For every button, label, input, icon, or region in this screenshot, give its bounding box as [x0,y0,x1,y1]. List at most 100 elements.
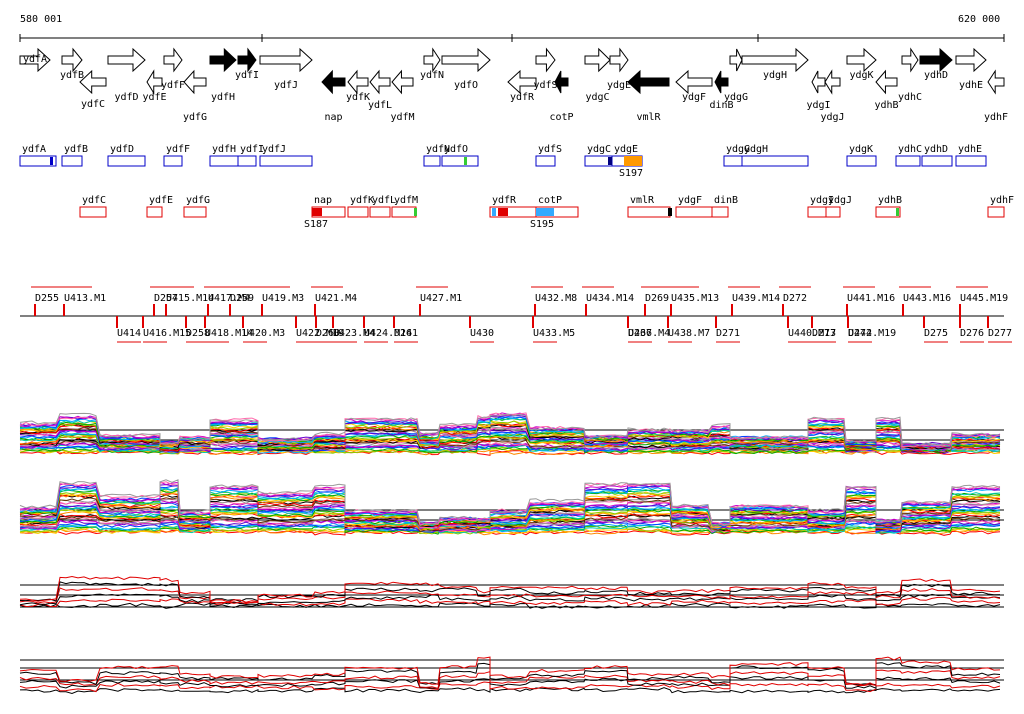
gene-arrow[interactable] [811,70,826,94]
gene-arrow[interactable] [79,69,107,95]
gene-box[interactable] [987,206,1005,218]
gene-box[interactable] [489,206,537,218]
gene-arrow[interactable] [675,69,713,95]
gene-arrow[interactable] [441,47,491,73]
gene-ydhC[interactable]: ydhC [898,47,922,103]
gene-box[interactable] [209,155,239,167]
gene-box-ydfJ[interactable]: ydfJ [259,144,313,167]
gene-box[interactable] [423,155,441,167]
gene-box-ydfK[interactable]: ydfK [347,195,374,218]
gene-box-ydfD[interactable]: ydfD [107,144,146,167]
gene-box-ydhF[interactable]: ydhF [987,195,1014,218]
gene-box-ydgH[interactable]: ydgH [741,144,809,167]
gene-box[interactable] [79,206,107,218]
gene-box-ydfH[interactable]: ydfH [209,144,239,167]
gene-arrow[interactable] [107,47,146,73]
gene-box[interactable] [584,155,613,167]
gene-box[interactable] [391,206,417,218]
gene-ydgJ[interactable]: ydgJ [821,69,845,123]
gene-ydhD[interactable]: ydhD [919,47,953,81]
gene-ydfO[interactable]: ydfO [441,47,491,91]
gene-box[interactable] [259,155,313,167]
gene-box[interactable] [741,155,809,167]
gene-box[interactable] [895,155,921,167]
gene-box-dinB[interactable]: dinB [711,195,738,218]
gene-box-ydfL[interactable]: ydfL [369,195,396,218]
gene-ydgE[interactable]: ydgE [607,47,631,91]
gene-ydfA[interactable]: ydfA [19,47,51,73]
gene-ydfC[interactable]: ydfC [79,69,107,110]
gene-arrow[interactable] [209,47,237,73]
gene-arrow[interactable] [146,69,163,95]
gene-box-ydhB[interactable]: ydhB [875,195,902,218]
gene-arrow[interactable] [19,47,51,73]
gene-box-vmlR[interactable]: vmlR [627,195,671,218]
gene-ydfL[interactable]: ydfL [368,69,392,111]
gene-ydfD[interactable]: ydfD [107,47,146,103]
gene-ydfE[interactable]: ydfE [143,69,167,103]
gene-arrow[interactable] [875,69,898,95]
gene-box[interactable] [807,206,827,218]
gene-box-ydhD[interactable]: ydhD [921,144,953,167]
gene-box-ydfA[interactable]: ydfA [19,144,57,167]
gene-box[interactable] [921,155,953,167]
gene-box[interactable] [875,206,901,218]
gene-ydgG[interactable]: ydgG [724,48,748,103]
gene-ydfK[interactable]: ydfK [346,69,370,103]
gene-arrow[interactable] [584,47,611,73]
gene-ydfM[interactable]: ydfM [391,69,415,123]
gene-ydfH[interactable]: ydfH [209,47,237,103]
gene-arrow[interactable] [369,69,391,95]
gene-arrow[interactable] [237,47,257,73]
gene-arrow[interactable] [183,69,207,95]
gene-arrow[interactable] [609,47,629,73]
gene-arrow[interactable] [423,47,441,73]
gene-box-ydgF[interactable]: ydgF [675,195,713,218]
gene-ydfN[interactable]: ydfN [420,47,444,81]
gene-ydgF[interactable]: ydgF [675,69,713,103]
gene-arrow[interactable] [919,47,953,73]
gene-ydfR[interactable]: ydfR [507,69,537,103]
gene-box-ydfI[interactable]: ydfI [237,144,264,167]
gene-box[interactable] [369,206,391,218]
gene-ydfG[interactable]: ydfG [183,69,207,123]
gene-ydgK[interactable]: ydgK [846,47,877,81]
gene-dinB[interactable]: dinB [710,70,734,111]
gene-arrow[interactable] [347,69,369,95]
gene-box[interactable] [183,206,207,218]
gene-box[interactable] [675,206,713,218]
gene-box-ydfN[interactable]: ydfN [423,144,450,167]
gene-arrow[interactable] [901,47,919,73]
gene-arrow[interactable] [391,69,414,95]
gene-arrow[interactable] [259,47,313,73]
gene-box[interactable] [107,155,146,167]
gene-box-ydhC[interactable]: ydhC [895,144,922,167]
gene-ydgI[interactable]: ydgI [807,70,831,111]
gene-arrow[interactable] [987,69,1005,95]
gene-ydfJ[interactable]: ydfJ [259,47,313,91]
gene-ydhE[interactable]: ydhE [955,47,987,91]
gene-box[interactable] [825,206,841,218]
gene-arrow[interactable] [714,70,729,94]
gene-arrow[interactable] [321,69,346,95]
gene-box[interactable] [441,155,479,167]
gene-arrow[interactable] [955,47,987,73]
gene-ydfB[interactable]: ydfB [60,47,84,81]
gene-box[interactable] [535,155,556,167]
gene-vmlR[interactable]: vmlR [627,69,670,123]
gene-box-ydgC[interactable]: ydgC [584,144,613,167]
gene-box-ydhE[interactable]: ydhE [955,144,987,167]
gene-box[interactable] [846,155,877,167]
gene-box-ydfF[interactable]: ydfF [163,144,190,167]
gene-arrow[interactable] [846,47,877,73]
gene-box-ydgJ[interactable]: ydgJ [825,195,852,218]
gene-arrow[interactable] [824,69,841,95]
gene-box-ydfG[interactable]: ydfG [183,195,210,218]
gene-box[interactable] [627,206,671,218]
gene-box[interactable] [61,155,83,167]
gene-box[interactable] [19,155,57,167]
gene-nap[interactable]: nap [321,69,346,123]
gene-arrow[interactable] [535,47,556,73]
gene-box[interactable] [146,206,163,218]
gene-box-ydfS[interactable]: ydfS [535,144,562,167]
